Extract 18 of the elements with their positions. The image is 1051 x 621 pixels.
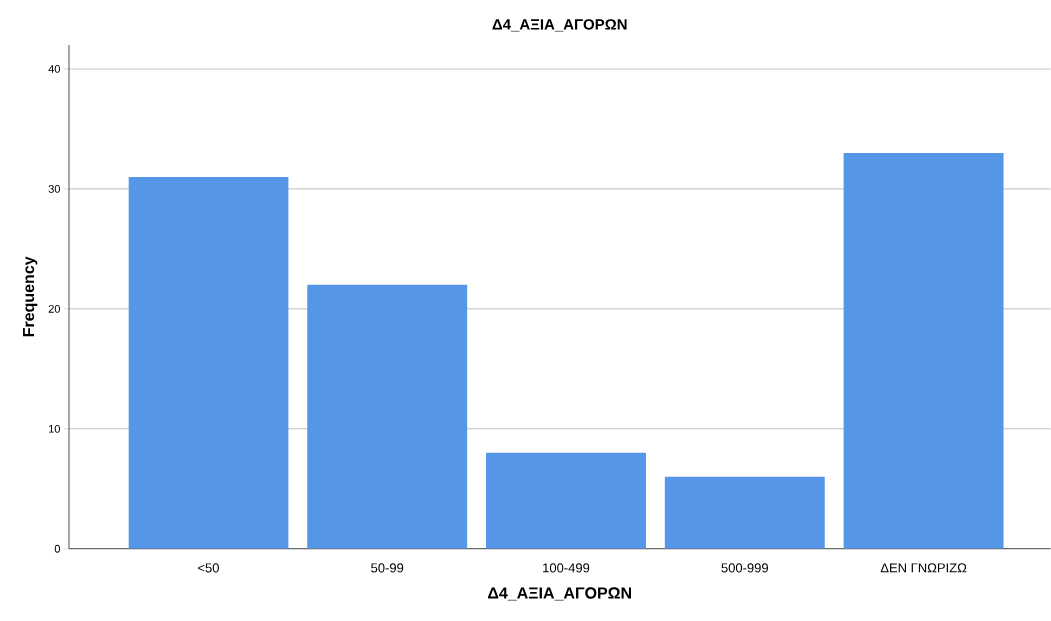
bar	[307, 285, 468, 549]
x-tick-label: ΔΕΝ ΓΝΩΡΙΖΩ	[880, 563, 967, 573]
y-tick-label: 20	[48, 305, 60, 313]
bar	[128, 177, 289, 549]
x-tick-label: <50	[198, 563, 219, 573]
bar	[664, 476, 825, 549]
chart-title: Δ4_ΑΞΙΑ_ΑΓΟΡΩΝ	[492, 19, 627, 32]
bar	[486, 452, 646, 549]
x-tick-label: 50-99	[371, 563, 404, 573]
x-tick-label: 100-499	[543, 563, 590, 573]
y-tick-label: 30	[48, 185, 60, 193]
y-axis-title: Frequency	[23, 256, 38, 337]
y-tick-label: 10	[49, 425, 60, 433]
x-tick-label: 500-999	[721, 563, 769, 573]
x-axis-title: Δ4_ΑΞΙΑ_ΑΓΟΡΩΝ	[488, 587, 631, 601]
y-tick-label: 0	[54, 545, 60, 553]
y-tick-label: 40	[48, 65, 60, 73]
bar	[843, 153, 1004, 549]
